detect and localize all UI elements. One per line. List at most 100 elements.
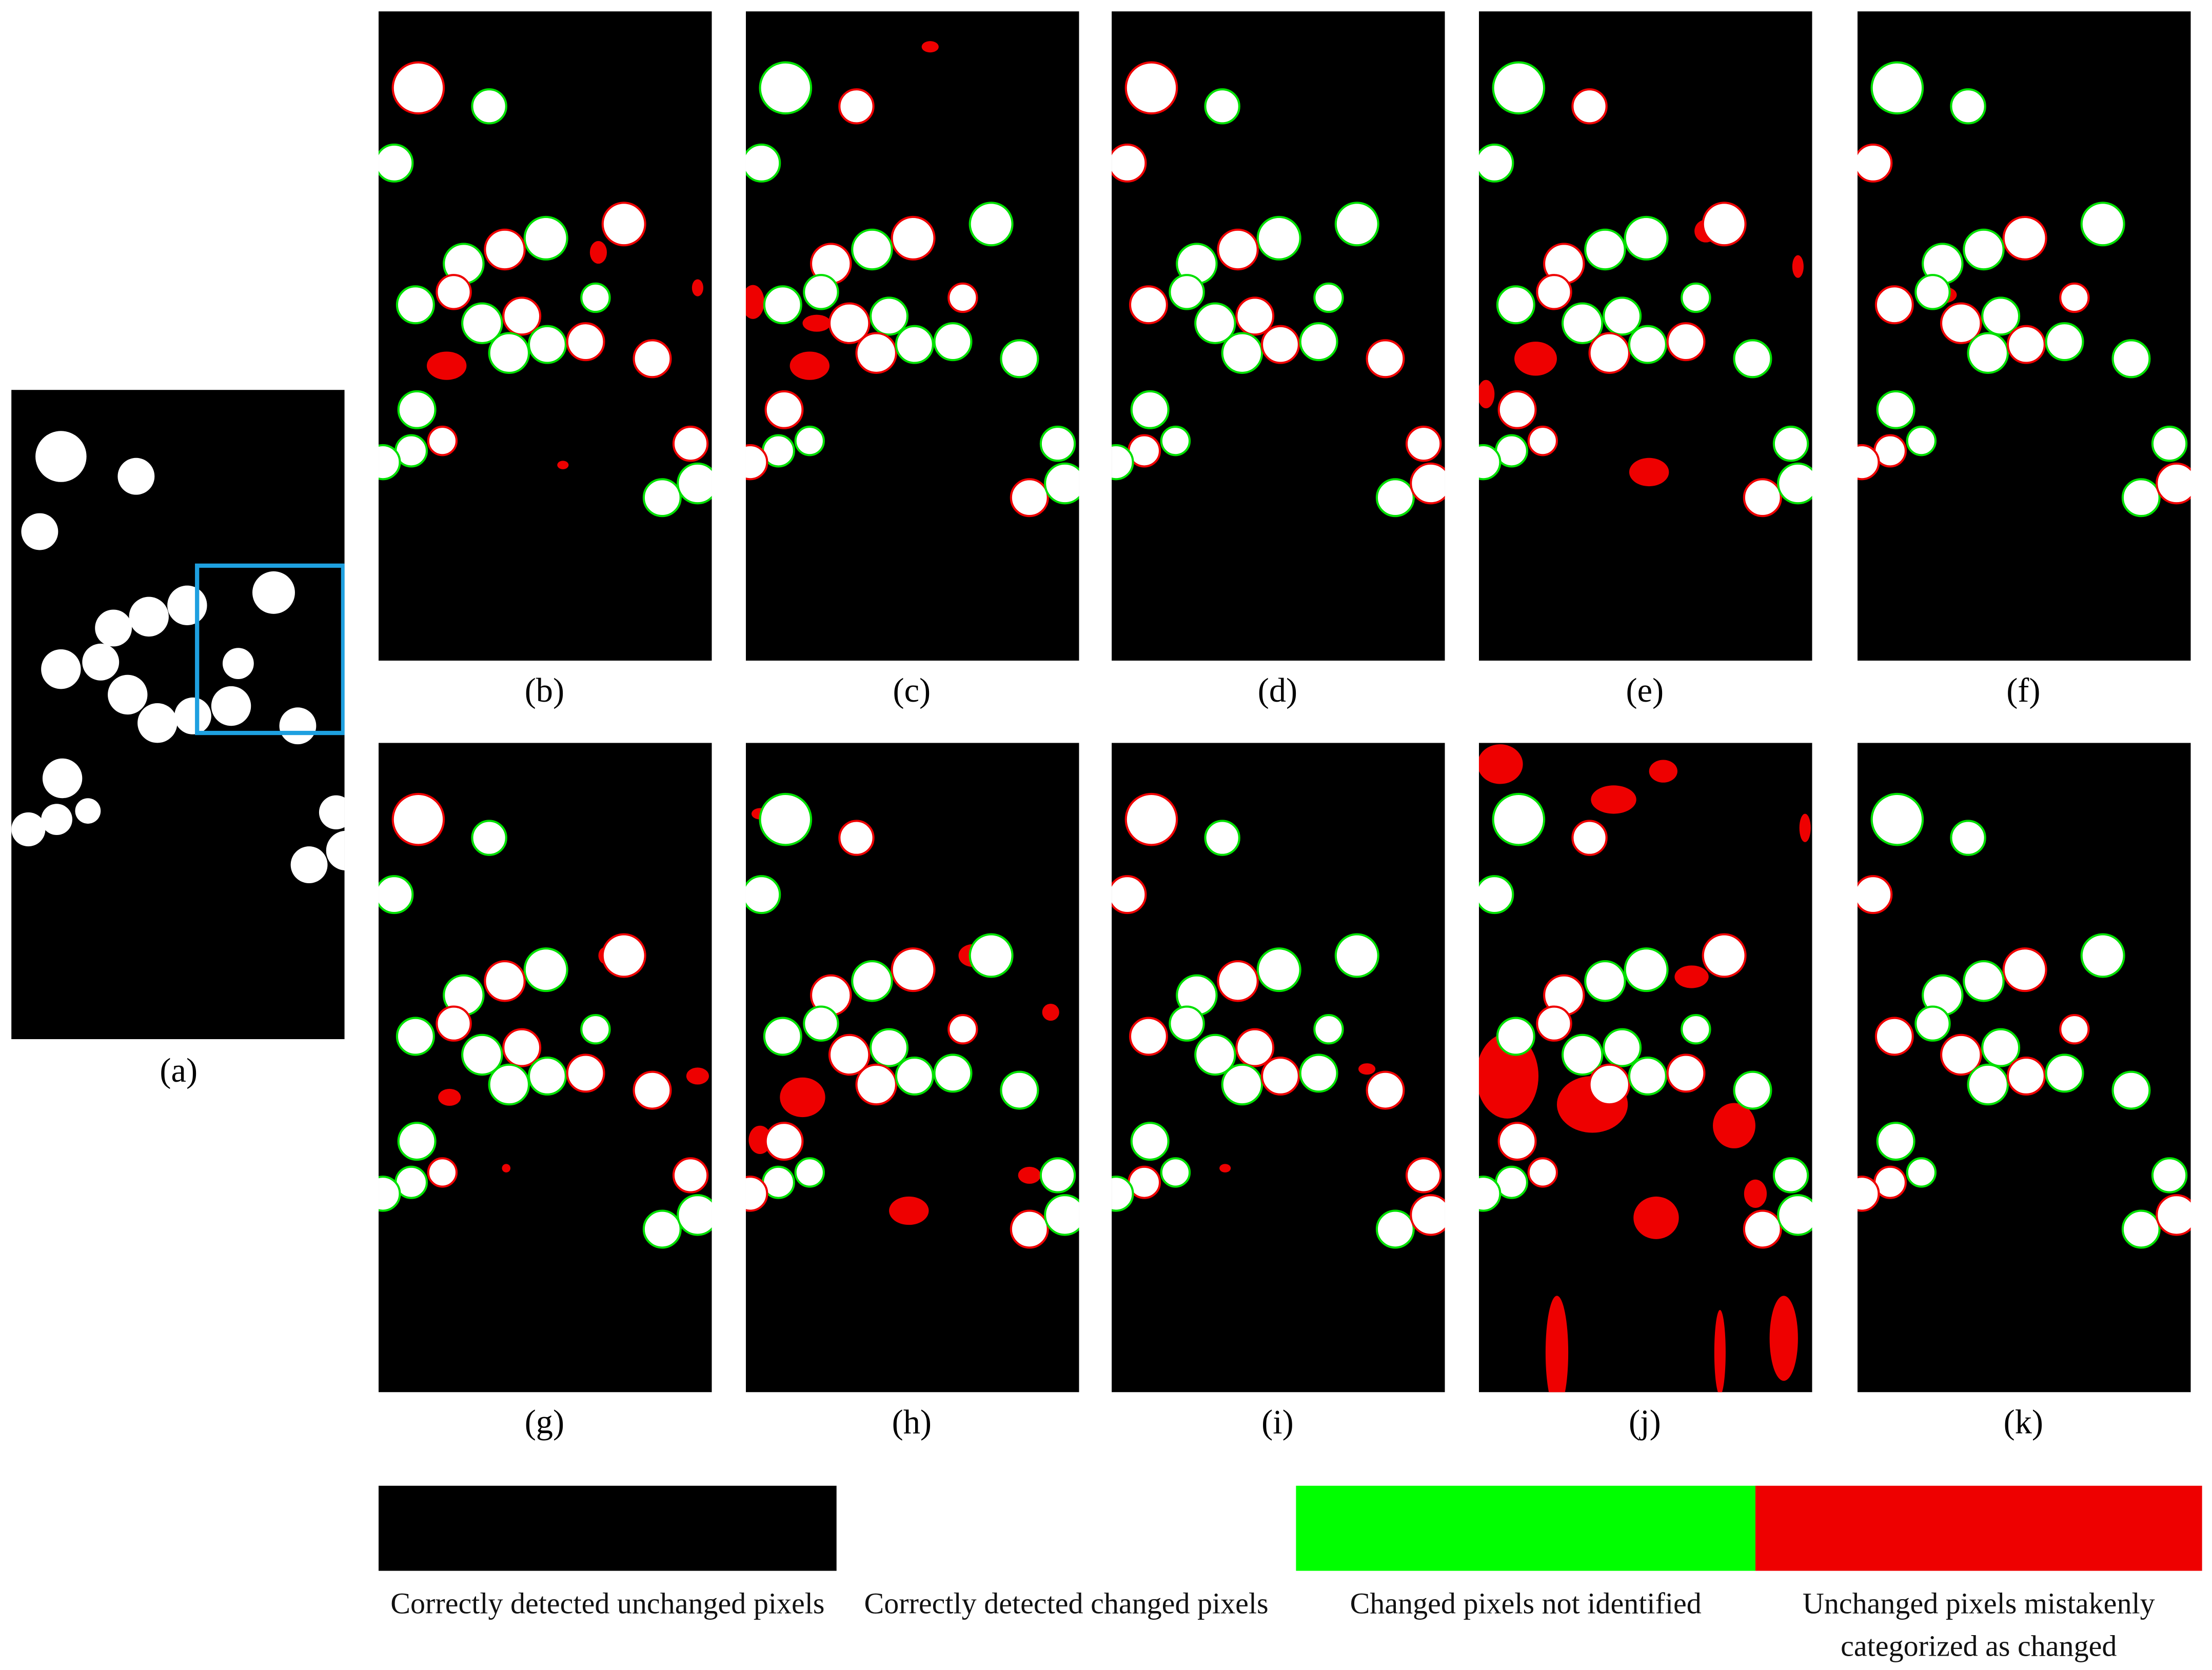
changed-region (1169, 274, 1205, 310)
changed-region (855, 332, 897, 374)
changed-region (933, 322, 973, 362)
changed-region (891, 947, 936, 992)
changed-region (2059, 282, 2090, 313)
false-alarm-region (1545, 1296, 1569, 1393)
changed-region (1666, 1053, 1706, 1093)
changed-region (1777, 462, 1812, 505)
changed-region (1000, 1070, 1039, 1110)
changed-region (1561, 302, 1604, 344)
changed-region (1940, 302, 1982, 344)
changed-region (1561, 1033, 1604, 1076)
changed-region (527, 325, 567, 364)
changed-region (1160, 1157, 1191, 1188)
changed-region (1681, 1014, 1711, 1045)
changed-region (828, 1033, 871, 1076)
changed-region (2080, 202, 2125, 247)
change-map (1112, 743, 1445, 1393)
changed-region (397, 1122, 437, 1161)
changed-region (838, 820, 875, 856)
changed-region (1124, 61, 1178, 115)
changed-region (471, 820, 507, 856)
changed-region (1478, 444, 1502, 481)
changed-region (870, 296, 909, 336)
changed-region (527, 1056, 567, 1096)
changed-region (1010, 478, 1049, 518)
false-alarm-region (1744, 1179, 1767, 1208)
false-alarm-region (438, 1088, 461, 1106)
changed-region (484, 228, 526, 271)
changed-region (1628, 325, 1667, 364)
changed-region (75, 798, 101, 824)
panel-label: (b) (524, 673, 565, 710)
changed-region (1527, 425, 1558, 456)
changed-region (1478, 143, 1514, 183)
panel-label: (a) (160, 1053, 198, 1090)
changed-region (2006, 325, 2046, 364)
changed-region (1702, 202, 1747, 247)
changed-region (2002, 947, 2047, 992)
changed-region (1536, 274, 1572, 310)
changed-region (319, 795, 345, 829)
false-alarm-region (1714, 1310, 1726, 1393)
changed-region (137, 703, 177, 743)
changed-region (1584, 228, 1626, 271)
changed-region (471, 88, 507, 125)
change-map (379, 743, 712, 1393)
changed-region (1010, 1209, 1049, 1249)
false-alarm-region (1769, 1296, 1798, 1381)
changed-region (803, 274, 839, 310)
changed-region (1478, 1176, 1502, 1212)
false-alarm-region (1219, 1164, 1231, 1172)
changed-region (1256, 215, 1301, 261)
changed-region (2156, 462, 2191, 505)
false-alarm-region (589, 241, 607, 264)
changed-region (1571, 820, 1608, 856)
changed-region (167, 585, 207, 625)
changed-region (1256, 947, 1301, 992)
changed-region (759, 792, 813, 846)
change-map (1478, 11, 1812, 661)
changed-region (35, 431, 87, 482)
changed-region (1366, 1070, 1405, 1110)
changed-region (174, 697, 211, 734)
changed-region (1129, 285, 1168, 325)
change-map (745, 743, 1079, 1393)
changed-region (1950, 88, 1986, 125)
changed-region (1588, 1063, 1631, 1106)
changed-region (601, 202, 646, 247)
changed-region (763, 1017, 802, 1056)
changed-region (1204, 820, 1240, 856)
changed-region (1857, 875, 1893, 914)
false-alarm-region (426, 351, 467, 380)
false-alarm-region (692, 279, 703, 296)
changed-region (1940, 1033, 1982, 1076)
change-map (1478, 743, 1812, 1393)
changed-region (1260, 1056, 1300, 1096)
changed-region (502, 296, 542, 336)
changed-region (252, 571, 295, 614)
changed-region (764, 390, 804, 429)
changed-region (1194, 1033, 1236, 1076)
changed-region (1410, 462, 1445, 505)
changed-region (1624, 947, 1669, 992)
false-alarm-region (745, 285, 764, 319)
false-alarm-region (889, 1196, 929, 1225)
change-map (1857, 11, 2191, 661)
changed-region (222, 648, 254, 680)
changed-region (803, 1005, 839, 1042)
false-alarm-region (1591, 785, 1636, 814)
changed-region (1603, 1028, 1642, 1067)
changed-region (488, 332, 530, 374)
changed-region (211, 686, 251, 726)
changed-region (1366, 339, 1405, 379)
changed-region (1571, 88, 1608, 125)
changed-region (895, 1056, 934, 1096)
changed-region (1743, 478, 1782, 518)
changed-region (633, 1070, 672, 1110)
changed-region (461, 1033, 503, 1076)
changed-region (1334, 933, 1379, 978)
changed-region (763, 285, 802, 325)
changed-region (1967, 332, 2009, 374)
changed-region (391, 61, 445, 115)
changed-region (566, 1053, 605, 1093)
